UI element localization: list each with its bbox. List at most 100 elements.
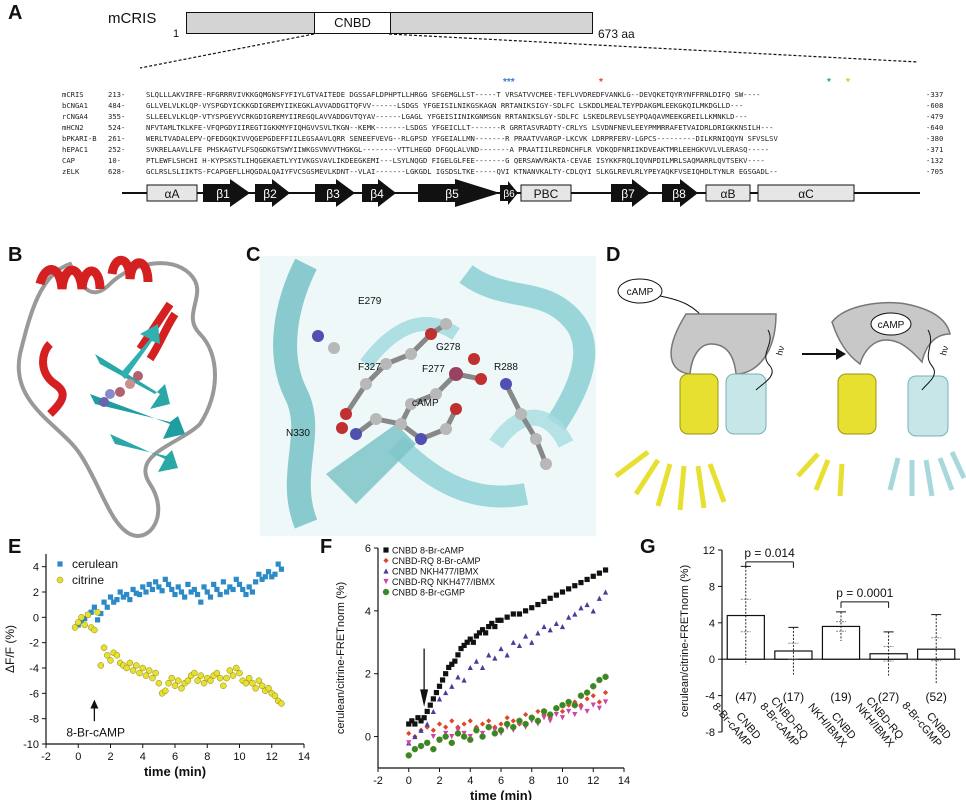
data-point (113, 652, 121, 659)
p-value-label: p = 0.0001 (836, 586, 893, 600)
data-point (541, 598, 547, 605)
data-point (156, 584, 162, 590)
data-point (406, 721, 412, 727)
data-point (207, 677, 214, 684)
data-point (541, 623, 547, 630)
alignment-row: CAP 10- PTLEWFLSHCHI H-KYPSKSTLIHQGEKAETLY… (62, 155, 962, 166)
data-point (409, 718, 415, 724)
data-point (194, 677, 201, 684)
data-point (442, 733, 449, 740)
data-point (495, 617, 501, 623)
data-point (143, 589, 149, 595)
row-end: -337 (926, 90, 944, 99)
data-point (184, 677, 192, 684)
data-point (566, 708, 572, 715)
data-point (577, 692, 585, 699)
data-point (152, 669, 159, 677)
data-point (423, 739, 431, 747)
data-point (82, 616, 88, 622)
data-point (498, 721, 504, 727)
data-point (275, 561, 281, 567)
panel-label-a: A (8, 2, 23, 24)
data-point (198, 599, 204, 605)
data-point (220, 579, 226, 585)
panel-d-schematic: cAMP hν cAMP hν (614, 278, 966, 511)
panel-label-e: E (8, 536, 22, 558)
citrine-barrel-left (679, 373, 719, 435)
data-point (97, 662, 105, 669)
data-point (278, 566, 285, 572)
star-marker: * (599, 77, 603, 88)
data-point (200, 679, 208, 687)
ss-label: αC (798, 187, 814, 201)
data-point (201, 584, 207, 590)
secondary-structure: αA β1 β2 β3 β4 β5 β6 PBC β7 β8 αB αC (122, 179, 920, 207)
ligand-label: cAMP (412, 398, 439, 409)
yellow-emission-right (796, 452, 845, 497)
data-point (104, 652, 111, 659)
alignment-row: rCNGA4 355- SLLEELVLKLQP-VTYSPGEYVCRKGDIGR… (62, 111, 962, 122)
data-point (415, 715, 421, 721)
data-point (436, 696, 443, 702)
row-sequence: GCLRSLSLIIKTS-FCAPGEFLLHQGDALQAIYFVCSGSM… (146, 167, 778, 176)
data-point (382, 588, 390, 596)
data-point (584, 601, 590, 608)
row-start: 252- (108, 145, 126, 154)
data-point (596, 595, 602, 601)
data-point (213, 669, 221, 677)
data-point (523, 633, 529, 639)
data-point (236, 669, 243, 677)
n-label: (17) (783, 690, 804, 704)
data-point (249, 589, 255, 595)
data-point (473, 633, 479, 639)
x-tick-label: 0 (75, 751, 81, 763)
y-tick-label: 0 (709, 654, 715, 666)
data-point (455, 652, 461, 658)
data-point (95, 617, 101, 623)
data-point (572, 711, 578, 718)
data-point (602, 589, 609, 595)
data-point (265, 685, 272, 692)
y-tick-label: 12 (703, 545, 715, 557)
data-point (541, 715, 547, 721)
row-start: 524- (108, 123, 126, 132)
data-point (553, 620, 559, 627)
x-tick-label: 8 (529, 775, 535, 787)
camp-label: cAMP (878, 320, 905, 331)
row-sequence: SVKRELAAVLLFE PHSKAGTVLFSQGDKGTSWYIIWKGS… (146, 145, 770, 154)
data-point (204, 589, 210, 595)
data-point (139, 664, 146, 672)
alignment-row: mHCN2 524- NFVTAMLTKLKFE-VFQPGDYIIREGTIGKK… (62, 122, 962, 133)
row-sequence: PTLEWFLSHCHI H-KYPSKSTLIHQGEKAETLYYIVKGS… (146, 156, 765, 165)
data-point (91, 626, 98, 634)
data-point (256, 571, 262, 577)
data-point (516, 717, 523, 725)
data-point (460, 733, 468, 740)
data-point (272, 571, 278, 577)
data-point (230, 586, 236, 593)
y-tick-label: -4 (29, 663, 39, 675)
data-point (572, 583, 578, 589)
camp-label: cAMP (627, 287, 654, 298)
residue-label: F277 (422, 364, 445, 375)
n-label: (47) (735, 690, 756, 704)
x-tick-label: 8 (204, 751, 210, 763)
data-point (178, 589, 185, 595)
data-point (175, 584, 181, 590)
data-point (489, 620, 495, 627)
p-value-label: p = 0.014 (744, 546, 795, 560)
data-point (547, 595, 553, 601)
data-point (172, 591, 178, 598)
data-point (476, 630, 483, 636)
data-point (596, 705, 602, 711)
data-point (262, 574, 268, 580)
series-cerulean (75, 561, 285, 628)
data-point (535, 708, 541, 715)
legend-label: CNBD 8-Br-cAMP (392, 546, 464, 556)
x-tick-label: -2 (41, 751, 51, 763)
data-point (590, 573, 596, 579)
data-point (188, 589, 194, 595)
yellow-emission-left (614, 450, 727, 511)
legend-label: citrine (72, 573, 104, 587)
